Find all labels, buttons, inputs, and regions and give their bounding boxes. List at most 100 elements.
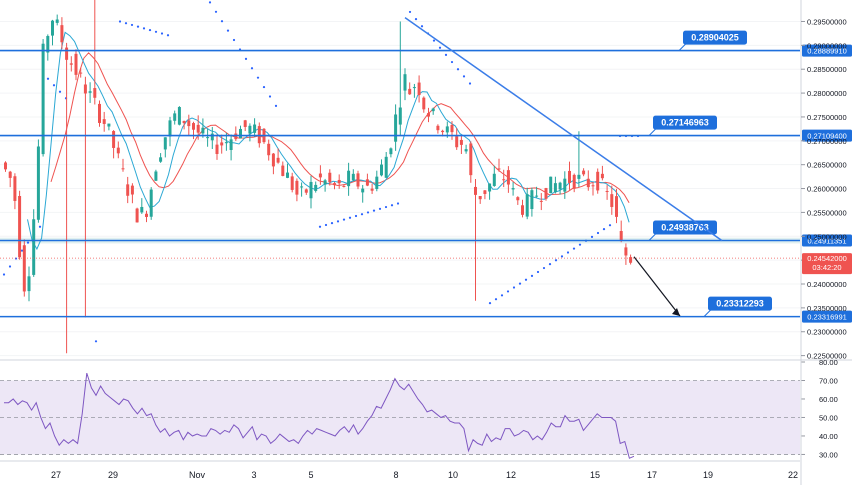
candle-down[interactable] (568, 161, 571, 190)
candle-up[interactable] (549, 176, 553, 194)
candle-down[interactable] (318, 165, 322, 185)
candle-down[interactable] (539, 193, 543, 211)
candle-down[interactable] (271, 152, 275, 175)
candle-down[interactable] (74, 49, 78, 81)
candle-down[interactable] (281, 161, 285, 177)
candle-up[interactable] (309, 175, 313, 209)
candle-up[interactable] (398, 21, 402, 136)
candle-down[interactable] (65, 42, 69, 354)
candle-up[interactable] (394, 104, 398, 151)
candle-down[interactable] (586, 170, 590, 191)
candle-down[interactable] (506, 166, 510, 193)
candle-down[interactable] (469, 141, 473, 183)
candle-down[interactable] (93, 0, 97, 105)
candle-down[interactable] (145, 210, 148, 223)
candle-up[interactable] (51, 19, 54, 46)
candle-down[interactable] (98, 100, 101, 127)
candle-up[interactable] (492, 165, 496, 187)
candle-down[interactable] (79, 67, 83, 78)
candle-down[interactable] (605, 185, 609, 200)
candle-down[interactable] (22, 239, 26, 297)
candle-down[interactable] (267, 139, 271, 161)
price-axis[interactable]: 0.29500000 0.29000000 0.28500000 0.28000000… (800, 0, 847, 485)
candle-down[interactable] (83, 76, 87, 318)
candle-up[interactable] (351, 169, 355, 182)
candle-down[interactable] (624, 243, 628, 265)
candle-down[interactable] (8, 170, 12, 188)
candle-down[interactable] (596, 168, 600, 194)
candle-down[interactable] (342, 185, 346, 188)
candle-down[interactable] (243, 119, 247, 132)
candle-down[interactable] (290, 172, 294, 193)
candle-down[interactable] (116, 141, 120, 159)
candle-up[interactable] (403, 68, 407, 101)
candle-up[interactable] (286, 163, 289, 179)
candle-up[interactable] (140, 198, 144, 214)
candle-up[interactable] (32, 209, 36, 277)
candle-down[interactable] (4, 161, 7, 172)
candle-up[interactable] (314, 181, 318, 193)
candle-up[interactable] (389, 147, 393, 158)
candle-up[interactable] (201, 118, 205, 138)
candle-up[interactable] (88, 82, 92, 103)
candle-down[interactable] (521, 199, 524, 218)
candle-down[interactable] (417, 75, 421, 103)
candle-up[interactable] (229, 134, 233, 161)
candle-down[interactable] (422, 96, 426, 113)
candle-down[interactable] (135, 207, 139, 223)
candle-down[interactable] (478, 196, 482, 204)
candle-up[interactable] (563, 171, 567, 199)
candle-down[interactable] (365, 173, 369, 187)
candle-down[interactable] (572, 173, 576, 193)
candle-down[interactable] (544, 187, 548, 201)
candle-up[interactable] (168, 116, 172, 147)
candle-up[interactable] (36, 139, 40, 223)
candle-down[interactable] (408, 82, 412, 95)
candle-down[interactable] (591, 182, 595, 196)
candle-down[interactable] (333, 181, 336, 190)
candle-down[interactable] (102, 111, 106, 132)
candle-down[interactable] (615, 188, 618, 224)
candle-down[interactable] (328, 169, 332, 186)
candle-down[interactable] (582, 168, 586, 177)
candle-up[interactable] (210, 126, 214, 150)
candle-up[interactable] (380, 159, 383, 177)
candle-down[interactable] (370, 183, 374, 194)
candle-down[interactable] (610, 185, 614, 215)
candle-down[interactable] (276, 148, 280, 164)
candle-up[interactable] (511, 182, 515, 196)
candle-up[interactable] (149, 187, 153, 220)
support-resistance-level[interactable]: 0.23316991 0.23312293 (0, 296, 852, 323)
candle-up[interactable] (525, 187, 529, 220)
trendline[interactable] (404, 17, 723, 317)
candle-up[interactable] (55, 14, 59, 26)
candle-down[interactable] (215, 134, 219, 160)
candle-up[interactable] (300, 182, 304, 197)
candle-up[interactable] (535, 186, 539, 198)
candle-down[interactable] (69, 56, 73, 72)
candle-up[interactable] (464, 144, 468, 154)
candle-down[interactable] (459, 135, 463, 154)
candle-down[interactable] (126, 176, 130, 204)
candles[interactable] (4, 0, 633, 354)
candle-down[interactable] (497, 158, 501, 172)
candle-up[interactable] (530, 187, 534, 217)
candle-up[interactable] (163, 137, 167, 158)
candle-down[interactable] (450, 121, 454, 140)
candle-down[interactable] (60, 17, 64, 50)
candle-up[interactable] (173, 110, 177, 125)
candle-up[interactable] (154, 169, 158, 181)
candle-down[interactable] (295, 178, 299, 202)
candle-down[interactable] (130, 183, 134, 204)
candle-up[interactable] (553, 176, 557, 194)
candle-up[interactable] (253, 118, 257, 138)
candle-down[interactable] (304, 188, 308, 195)
candle-up[interactable] (323, 178, 327, 192)
candle-up[interactable] (248, 123, 252, 142)
candle-up[interactable] (46, 34, 50, 61)
support-resistance-level[interactable]: 0.28889910 0.28904025 (0, 30, 852, 57)
candle-up[interactable] (431, 107, 435, 115)
candle-up[interactable] (375, 170, 379, 192)
candle-up[interactable] (159, 153, 163, 163)
